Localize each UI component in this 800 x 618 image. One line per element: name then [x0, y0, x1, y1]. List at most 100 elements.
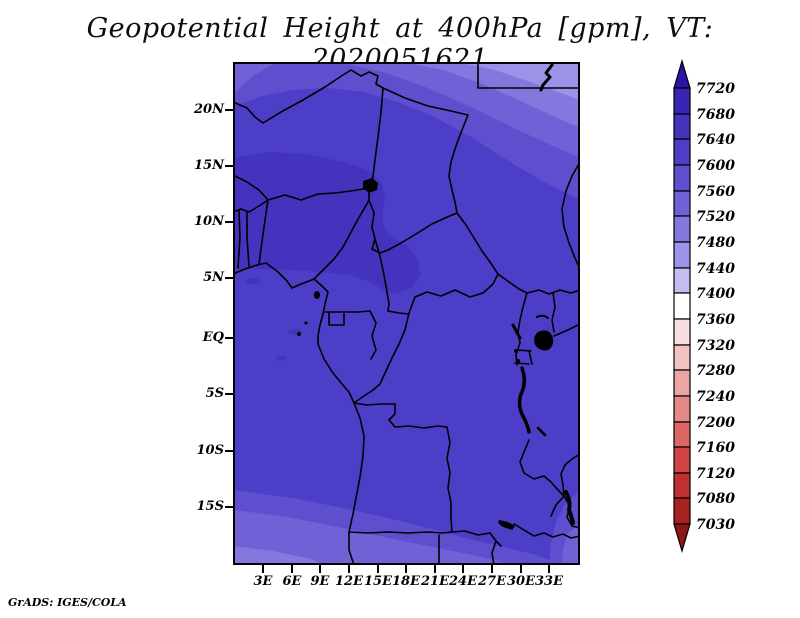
shade-patch-gulf-3	[276, 355, 286, 361]
colorbar-segment	[673, 421, 691, 448]
colorbar-label: 7030	[696, 517, 735, 533]
lon-tick	[405, 565, 407, 573]
colorbar-label: 7600	[696, 158, 735, 174]
lon-label-27e: 27E	[478, 574, 506, 589]
lat-label-5n: 5N	[203, 270, 224, 285]
bioko-island	[314, 291, 320, 299]
coastline	[233, 262, 365, 565]
colorbar-segment	[673, 446, 691, 474]
lat-tick	[225, 506, 233, 508]
colorbar-label: 7280	[696, 363, 735, 379]
colorbar-label: 7120	[696, 466, 735, 482]
lon-tick	[520, 565, 522, 573]
lake-kariba	[498, 520, 515, 530]
lat-label-10n: 10N	[194, 214, 224, 229]
lat-tick	[225, 277, 233, 279]
colorbar-label: 7200	[696, 415, 735, 431]
lake-kivu	[516, 359, 520, 363]
map-frame	[233, 62, 580, 565]
lake-tanganyika	[517, 366, 531, 434]
lon-label-6e: 6E	[282, 574, 302, 589]
colorbar-label: 7080	[696, 491, 735, 507]
lat-tick	[225, 450, 233, 452]
colorbar-label: 7320	[696, 338, 735, 354]
colorbar-arrow-up	[673, 58, 691, 89]
lon-label-30e: 30E	[507, 574, 535, 589]
colorbar-label: 7160	[696, 440, 735, 456]
colorbar-segment	[673, 472, 691, 499]
colorbar-segment	[673, 138, 691, 166]
colorbar-segment	[673, 344, 691, 371]
colorbar-segment	[673, 395, 691, 423]
borders-west-africa	[237, 192, 458, 312]
colorbar-segment	[673, 87, 691, 115]
shade-southeast-corner	[562, 524, 580, 565]
lon-tick	[291, 565, 293, 573]
colorbar-label: 7360	[696, 312, 735, 328]
plot-title: Geopotential Height at 400hPa [gpm], VT:…	[86, 13, 714, 75]
lat-tick	[225, 221, 233, 223]
colorbar-label: 7240	[696, 389, 735, 405]
lon-tick	[462, 565, 464, 573]
lat-tick	[225, 165, 233, 167]
lon-label-18e: 18E	[392, 574, 420, 589]
colorbar-label: 7520	[696, 209, 735, 225]
lake-edward	[514, 349, 518, 353]
lon-tick	[319, 565, 321, 573]
lat-tick	[225, 393, 233, 395]
borders-north	[233, 62, 580, 214]
lat-label-15n: 15N	[194, 158, 224, 173]
borders-south	[348, 402, 580, 565]
colorbar-segment	[673, 113, 691, 140]
colorbar-label: 7400	[696, 286, 735, 302]
colorbar-segment	[673, 292, 691, 320]
sao-tome-island	[297, 332, 301, 336]
colorbar-segment	[673, 267, 691, 294]
colorbar-label: 7720	[696, 81, 735, 97]
colorbar-segment	[673, 318, 691, 346]
lon-label-9e: 9E	[310, 574, 330, 589]
colorbar-label: 7480	[696, 235, 735, 251]
lat-tick	[225, 337, 233, 339]
shade-topleft-corner	[233, 62, 277, 94]
colorbar: 7720 7680 7640 7600 7560 7520 7480 7440 …	[673, 58, 735, 554]
lon-label-15e: 15E	[364, 574, 392, 589]
lake-rukwa	[536, 426, 547, 437]
lake-chad	[363, 178, 378, 193]
lake-victoria	[534, 330, 554, 351]
colorbar-label: 7560	[696, 184, 735, 200]
lake-nasser	[539, 63, 554, 92]
lake-albert	[511, 323, 522, 340]
lake-malawi	[564, 490, 575, 525]
colorbar-label: 7640	[696, 132, 735, 148]
lake-kyoga	[536, 314, 549, 319]
lat-label-5s: 5S	[205, 386, 224, 401]
colorbar-segment	[673, 241, 691, 269]
borders-east	[497, 161, 580, 529]
lon-label-3e: 3E	[253, 574, 273, 589]
borders-central	[323, 212, 499, 404]
map-plot	[233, 62, 580, 565]
shade-north-7440-7480	[458, 62, 580, 100]
principe-island	[304, 321, 308, 325]
lon-label-21e: 21E	[421, 574, 449, 589]
lon-label-33e: 33E	[535, 574, 563, 589]
colorbar-label: 7680	[696, 107, 735, 123]
lat-label-15s: 15S	[196, 499, 224, 514]
lat-tick	[225, 109, 233, 111]
lon-tick	[262, 565, 264, 573]
lon-label-24e: 24E	[449, 574, 477, 589]
colorbar-arrow-down	[673, 523, 691, 554]
lon-tick	[434, 565, 436, 573]
lon-tick	[377, 565, 379, 573]
shade-southwest-corner	[233, 546, 325, 565]
grads-attribution: GrADS: IGES/COLA	[8, 596, 127, 609]
colorbar-segment	[673, 164, 691, 192]
colorbar-label: 7440	[696, 261, 735, 277]
shade-patch-gulf-1	[245, 278, 261, 284]
colorbar-segment	[673, 369, 691, 397]
colorbar-segment	[673, 497, 691, 525]
colorbar-segment	[673, 190, 691, 217]
colorbar-segment	[673, 215, 691, 243]
